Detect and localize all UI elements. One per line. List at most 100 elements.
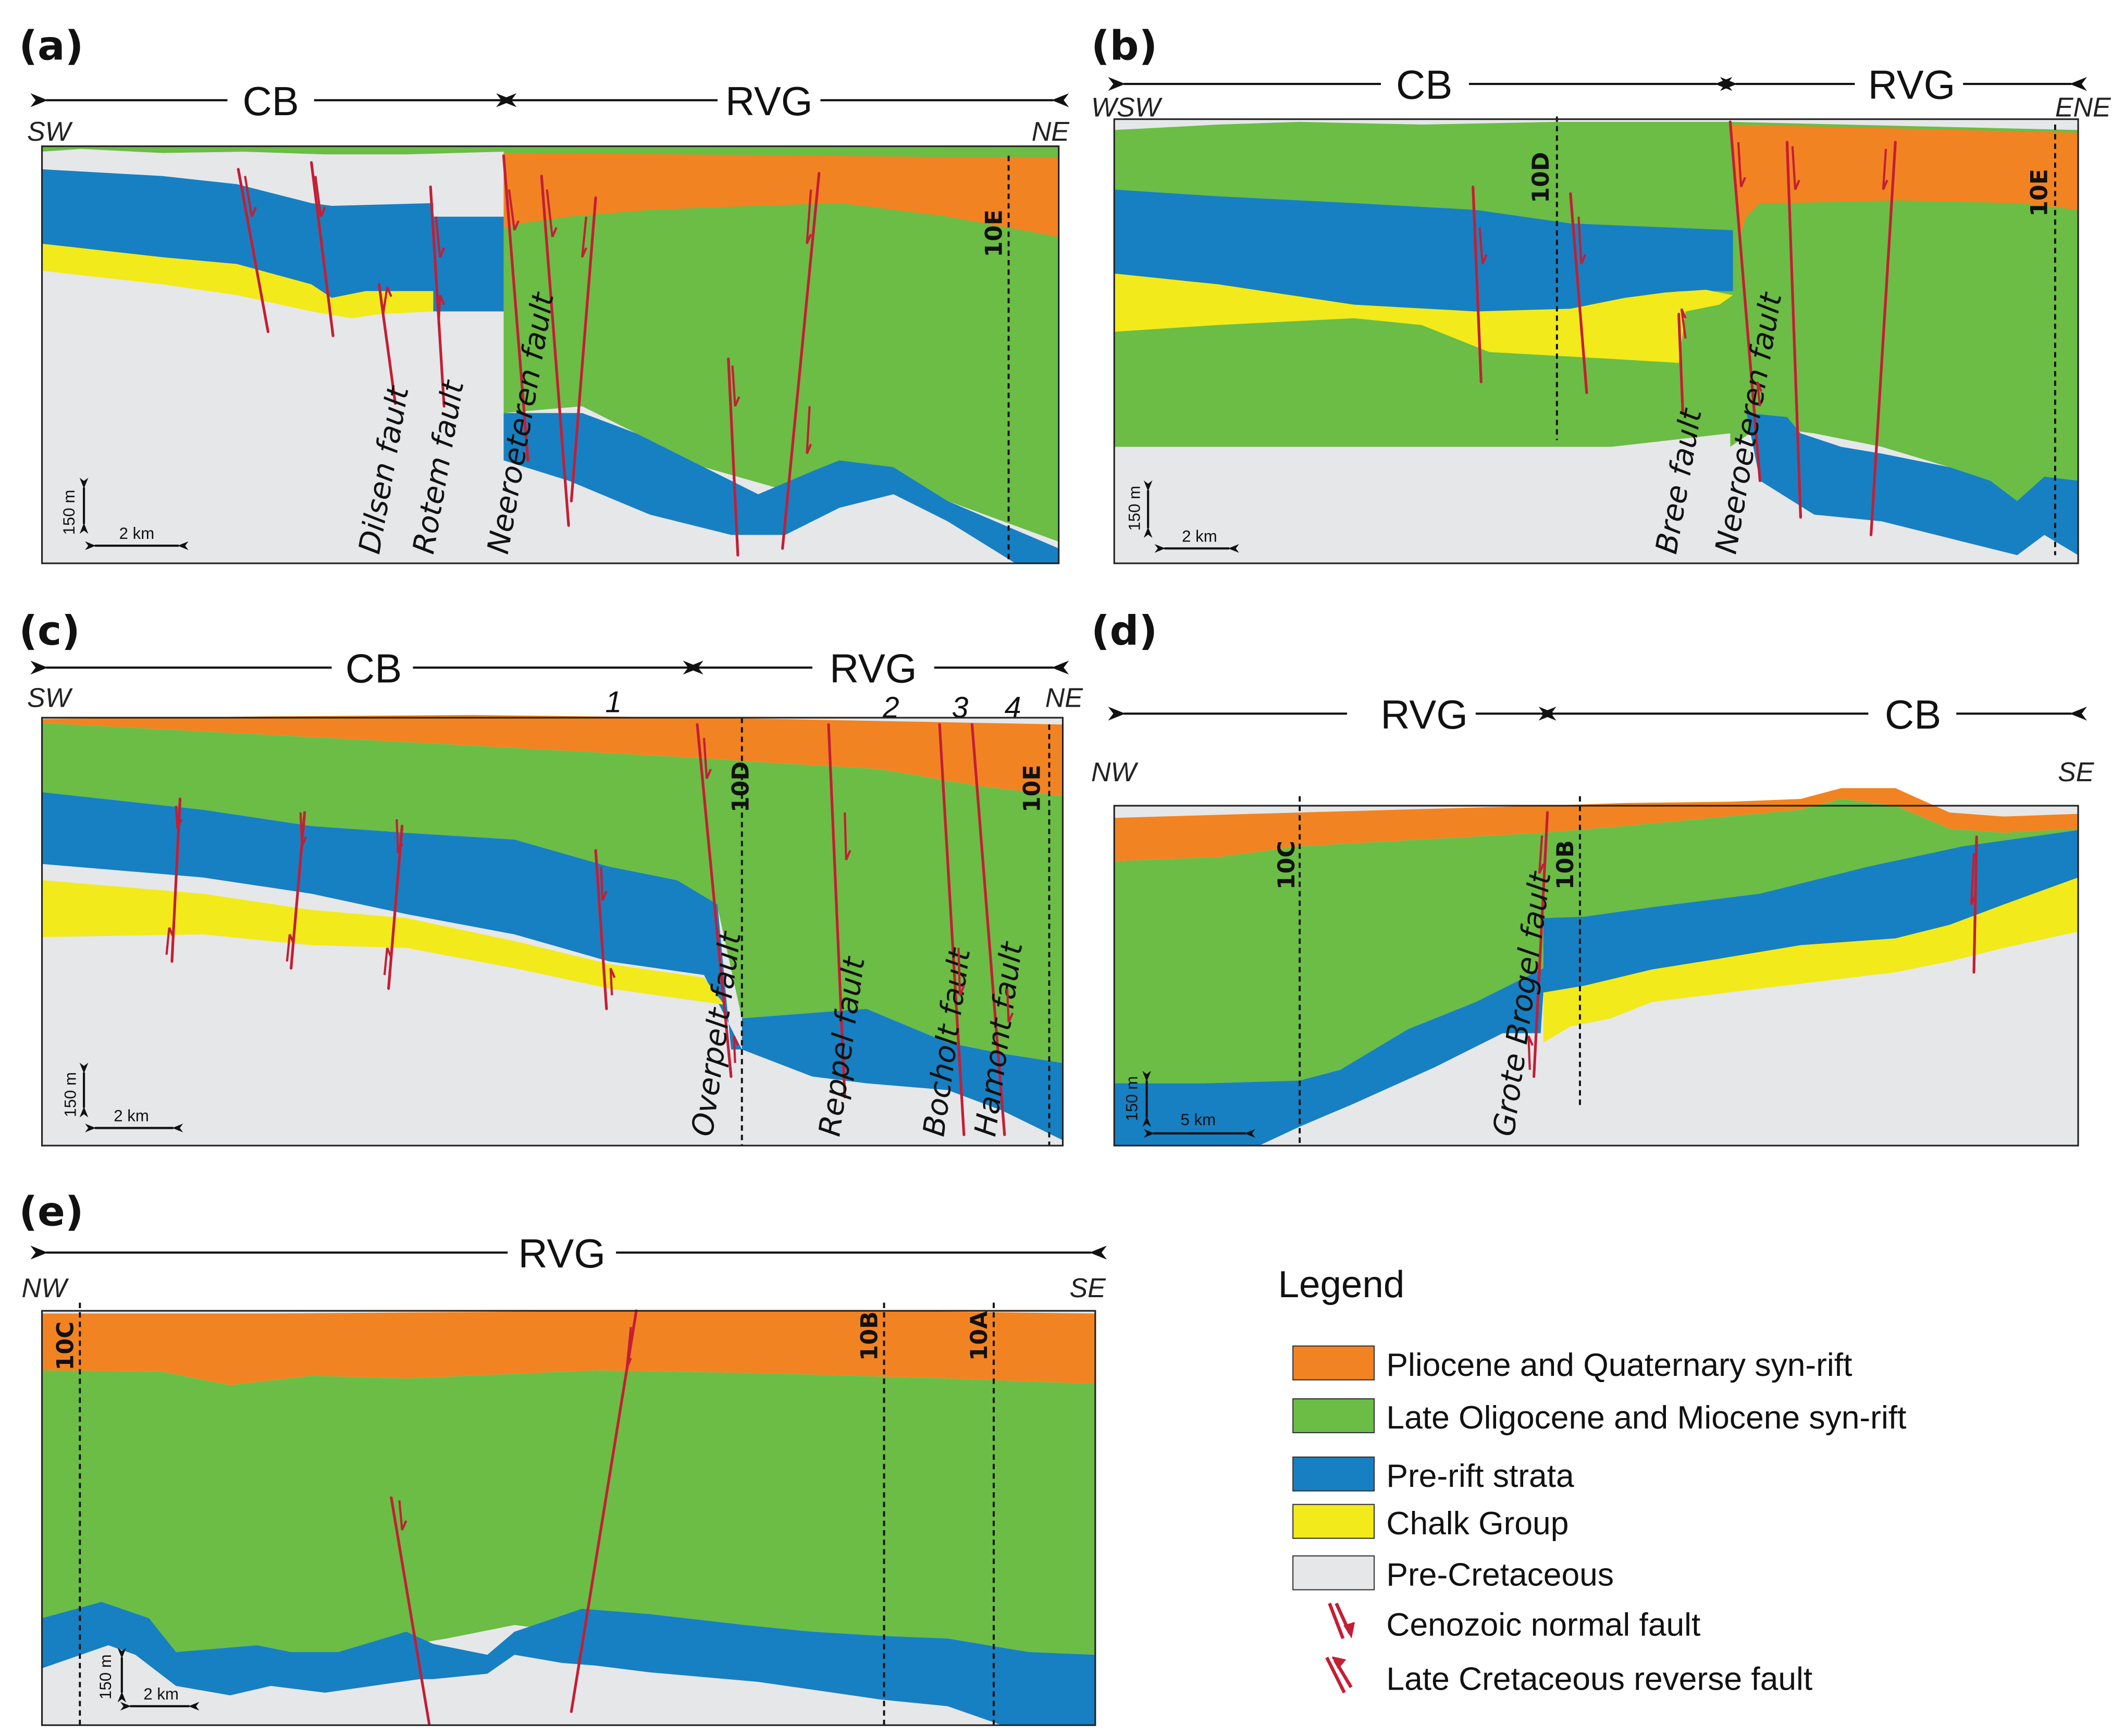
section-c [41,715,1064,1147]
layer-oligocene-miocene [42,146,1059,542]
region-label-cb: CB [1396,62,1452,108]
panel-e: (e) RVG NW SE 10C 10B 10A 150 m 2 km [19,1188,1107,1726]
section-d [1113,788,2079,1147]
legend-swatch [1292,1555,1375,1591]
legend-item: Cenozoic normal fault [1328,1603,1700,1643]
direction-left: WSW [1091,92,1163,122]
fault-line [1569,192,1588,395]
scale-horizontal-label: 2 km [119,524,155,543]
panel-label: (b) [1091,22,1157,69]
normal-slip-arrow-icon [1737,142,1746,188]
direction-left: NW [22,1273,70,1303]
fault-line [938,723,966,1136]
section-frame [1113,805,2079,1147]
scale-vertical-label: 150 m [61,1072,79,1117]
layer-pliocene-quaternary [1730,125,2079,237]
well-label: 10E [981,210,1008,257]
normal-slip-arrow-icon [702,737,712,779]
reverse-slip-arrow-icon [609,967,616,995]
fault-line [1869,141,1897,536]
fault-line [781,171,821,550]
fault-line [696,723,733,1078]
region-label-rvg: RVG [725,78,812,124]
legend-items: Pliocene and Quaternary syn-rift Late Oli… [1292,1345,1906,1697]
scale-horizontal-label: 2 km [143,1685,179,1703]
normal-slip-arrow-icon [1970,853,1977,905]
normal-slip-arrow-icon [314,176,326,217]
section-frame [1113,118,2079,564]
layer-chalk [1543,877,2079,1043]
section-frame [41,717,1064,1147]
legend: Legend Pliocene and Quaternary syn-rift L… [1278,1263,1907,1697]
panel-b: (b) CB RVG WSW ENE 10D 10E Bree faul [1091,22,2111,564]
panel-c: (c) CB RVG SW NE 1 2 3 4 [19,608,1084,1147]
layer-pre-rift [42,169,504,312]
well-label: 10C [1274,841,1300,890]
fault-line [970,723,1006,1136]
normal-slip-arrow-icon [625,1327,632,1369]
scale-horizontal-label: 2 km [114,1106,149,1125]
layer-chalk [1114,273,1733,363]
fault-line [1533,811,1549,1078]
well-label: 10E [2026,169,2053,217]
fault-line [1472,185,1483,384]
layer-pre-rift [503,413,1059,563]
region-label-cb: CB [345,646,402,692]
section-b [1113,116,2079,564]
region-label-rvg: RVG [830,646,917,692]
direction-right: SE [2058,757,2095,787]
section-frame [41,145,1060,564]
fault-line [377,283,397,405]
panel-a: (a) CB RVG SW NE 10E [19,22,1070,564]
reverse-slip-arrow-icon [437,294,446,325]
reverse-slip-arrow-icon [286,933,295,962]
legend-label: Pliocene and Quaternary syn-rift [1386,1347,1852,1383]
fault-line [570,1309,638,1713]
layer-oligocene-miocene [42,1370,1095,1659]
fault-line [1677,313,1685,415]
fault-line [1972,835,1978,974]
direction-right: NE [1032,117,1070,147]
direction-left: SW [27,117,73,147]
fault-line [310,161,335,337]
normal-slip-arrow-icon [806,189,812,244]
fault-line [237,168,270,334]
panel-label: (d) [1091,608,1157,655]
direction-right: NE [1045,683,1084,713]
well-label: 10B [1552,840,1579,890]
fault-line [540,175,570,527]
reverse-slip-arrow-icon [383,947,392,975]
region-label-rvg: RVG [1868,62,1955,108]
normal-slip-arrow-icon [957,947,965,996]
legend-item: Late Oligocene and Miocene syn-rift [1292,1398,1906,1436]
normal-slip-arrow-icon [508,189,520,231]
layer-pre-rift [1114,830,2079,1146]
fault-line [390,1496,431,1726]
legend-title: Legend [1278,1263,1405,1306]
normal-fault-icon [1328,1603,1355,1640]
normal-slip-arrow-icon [299,812,307,847]
direction-left: NW [1091,757,1139,787]
direction-right: ENE [2055,92,2111,122]
legend-item: Pliocene and Quaternary syn-rift [1292,1345,1852,1383]
normal-slip-arrow-icon [396,819,403,854]
normal-slip-arrow-icon [546,189,558,238]
fault-line [387,824,404,990]
fault-number: 1 [605,686,622,719]
fault-slip-arrows [165,142,1977,1531]
normal-slip-arrow-icon [806,406,812,454]
panel-label: (e) [19,1188,83,1235]
fault-line [570,196,597,502]
normal-slip-arrow-icon [581,216,588,258]
layer-pre-rift [1746,413,2079,556]
layer-pre-cretaceous [42,270,504,461]
fault-line [1728,120,1762,482]
scale-vertical-label: 150 m [1126,486,1144,531]
legend-swatch [1292,1456,1375,1492]
reverse-slip-arrow-icon [1756,381,1763,407]
normal-slip-arrow-icon [1538,835,1545,874]
region-label-cb: CB [1885,692,1941,737]
section-e [41,1302,1096,1726]
legend-swatch [1292,1398,1375,1434]
